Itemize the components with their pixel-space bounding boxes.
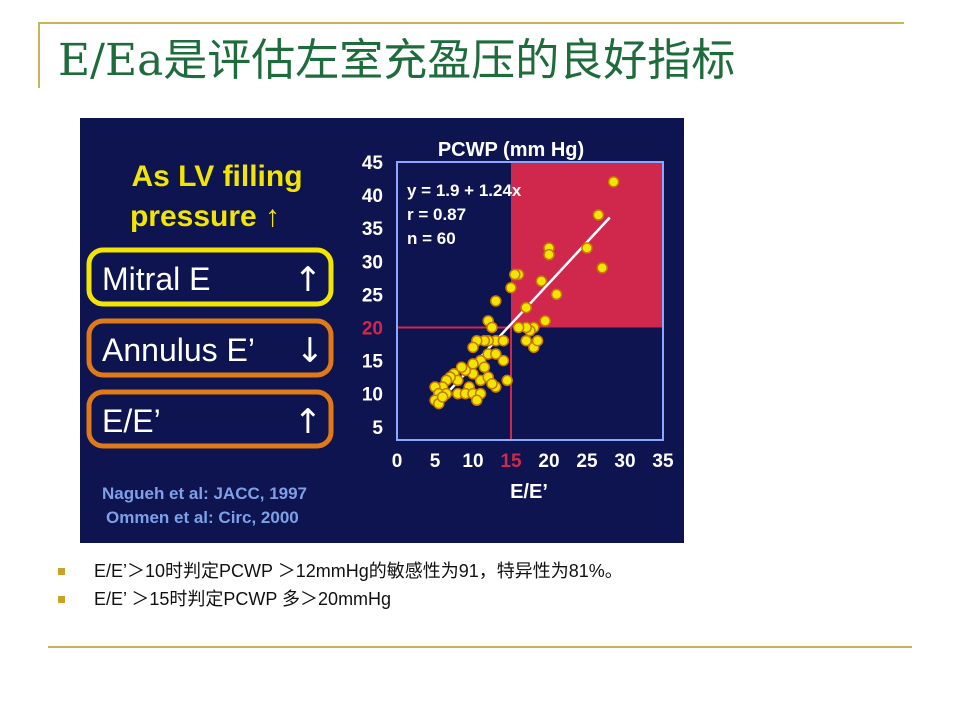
bottom-rule: [48, 646, 912, 648]
y-tick-label: 5: [372, 418, 383, 439]
credit-line-1: Nagueh et al: JACC, 1997: [102, 484, 307, 503]
figure-heading-line2: pressure ↑: [130, 200, 280, 233]
x-tick-label: 15: [500, 451, 522, 472]
data-point: [550, 288, 563, 301]
data-point: [490, 295, 502, 307]
y-tick-label: 15: [362, 352, 384, 373]
x-tick-label: 0: [392, 451, 403, 472]
y-tick-label: 30: [362, 252, 383, 273]
bullet-list: E/E’＞10时判定PCWP ＞12mmHg的敏感性为91，特异性为81%。 E…: [58, 558, 918, 614]
data-point: [505, 282, 517, 294]
y-tick-label: 35: [362, 219, 384, 240]
box-annulus-e: Annulus E’ ↓: [86, 318, 334, 378]
figure-heading-line1: As LV filling: [131, 160, 302, 193]
data-point: [512, 321, 525, 334]
box-mitral-e-label: Mitral E: [102, 261, 210, 297]
bullet-item: E/E’＞10时判定PCWP ＞12mmHg的敏感性为91，特异性为81%。: [58, 558, 918, 586]
data-point: [471, 394, 483, 407]
data-point: [455, 361, 468, 373]
data-point: [467, 341, 479, 354]
annotation-r: r = 0.87: [407, 205, 466, 224]
plot-frame: [396, 161, 664, 441]
left-rule: [38, 22, 40, 88]
data-point: [509, 268, 521, 281]
chart-title: PCWP (mm Hg): [438, 139, 584, 161]
credit-line-2: Ommen et al: Circ, 2000: [106, 508, 299, 527]
data-point: [497, 334, 510, 347]
y-tick-label: 10: [362, 385, 383, 406]
figure-image: As LV filling pressure ↑ Mitral E ↑ Annu…: [80, 118, 684, 543]
data-point: [478, 361, 491, 373]
y-tick-label: 25: [362, 285, 384, 306]
data-point: [531, 334, 544, 347]
x-axis-ticks: 0 5 10 15 20 25 30 35: [392, 451, 674, 472]
data-point: [497, 354, 510, 367]
up-arrow-icon: ↑: [294, 402, 323, 442]
data-point: [486, 321, 498, 334]
box-e-over-e: E/E’ ↑: [86, 389, 334, 449]
up-arrow-icon: ↑: [294, 260, 323, 300]
bullet-marker: [58, 568, 65, 575]
bullet-text: E/E’ ＞15时判定PCWP 多＞20mmHg: [94, 589, 392, 609]
data-point: [592, 209, 605, 221]
bullet-item: E/E’ ＞15时判定PCWP 多＞20mmHg: [58, 586, 918, 614]
data-point: [607, 176, 620, 188]
data-point: [543, 248, 555, 261]
x-tick-label: 30: [614, 451, 635, 472]
down-arrow-icon: ↓: [296, 331, 325, 371]
data-point: [486, 377, 498, 390]
data-point: [501, 374, 513, 387]
x-tick-label: 5: [430, 451, 441, 472]
data-point: [581, 242, 593, 254]
top-rule: [38, 22, 904, 24]
annotation-n: n = 60: [407, 229, 456, 248]
box-mitral-e: Mitral E ↑: [86, 247, 334, 307]
box-e-over-e-label: E/E’: [102, 403, 161, 439]
data-point: [436, 391, 449, 403]
x-axis-label: E/E’: [510, 481, 548, 503]
x-tick-label: 25: [576, 451, 598, 472]
data-point: [520, 334, 532, 347]
x-tick-label: 10: [462, 451, 483, 472]
x-tick-label: 35: [652, 451, 674, 472]
data-point: [490, 348, 502, 360]
data-point: [596, 262, 608, 274]
data-point: [539, 315, 551, 327]
y-axis-ticks: 5 10 15 20 25 30 35 40 45: [362, 153, 384, 439]
y-tick-label: 40: [362, 186, 383, 207]
data-point: [535, 275, 548, 287]
data-point: [520, 301, 532, 314]
y-tick-label: 45: [362, 153, 384, 174]
slide-title: E/Ea是评估左室充盈压的良好指标: [58, 35, 736, 86]
y-tick-label: 20: [362, 318, 383, 339]
x-tick-label: 20: [538, 451, 559, 472]
data-points: [429, 176, 620, 410]
bullet-marker: [58, 596, 65, 603]
annotation-equation: y = 1.9 + 1.24x: [407, 181, 522, 200]
box-annulus-e-label: Annulus E’: [102, 332, 255, 368]
bullet-text: E/E’＞10时判定PCWP ＞12mmHg的敏感性为91，特异性为81%。: [94, 561, 623, 581]
